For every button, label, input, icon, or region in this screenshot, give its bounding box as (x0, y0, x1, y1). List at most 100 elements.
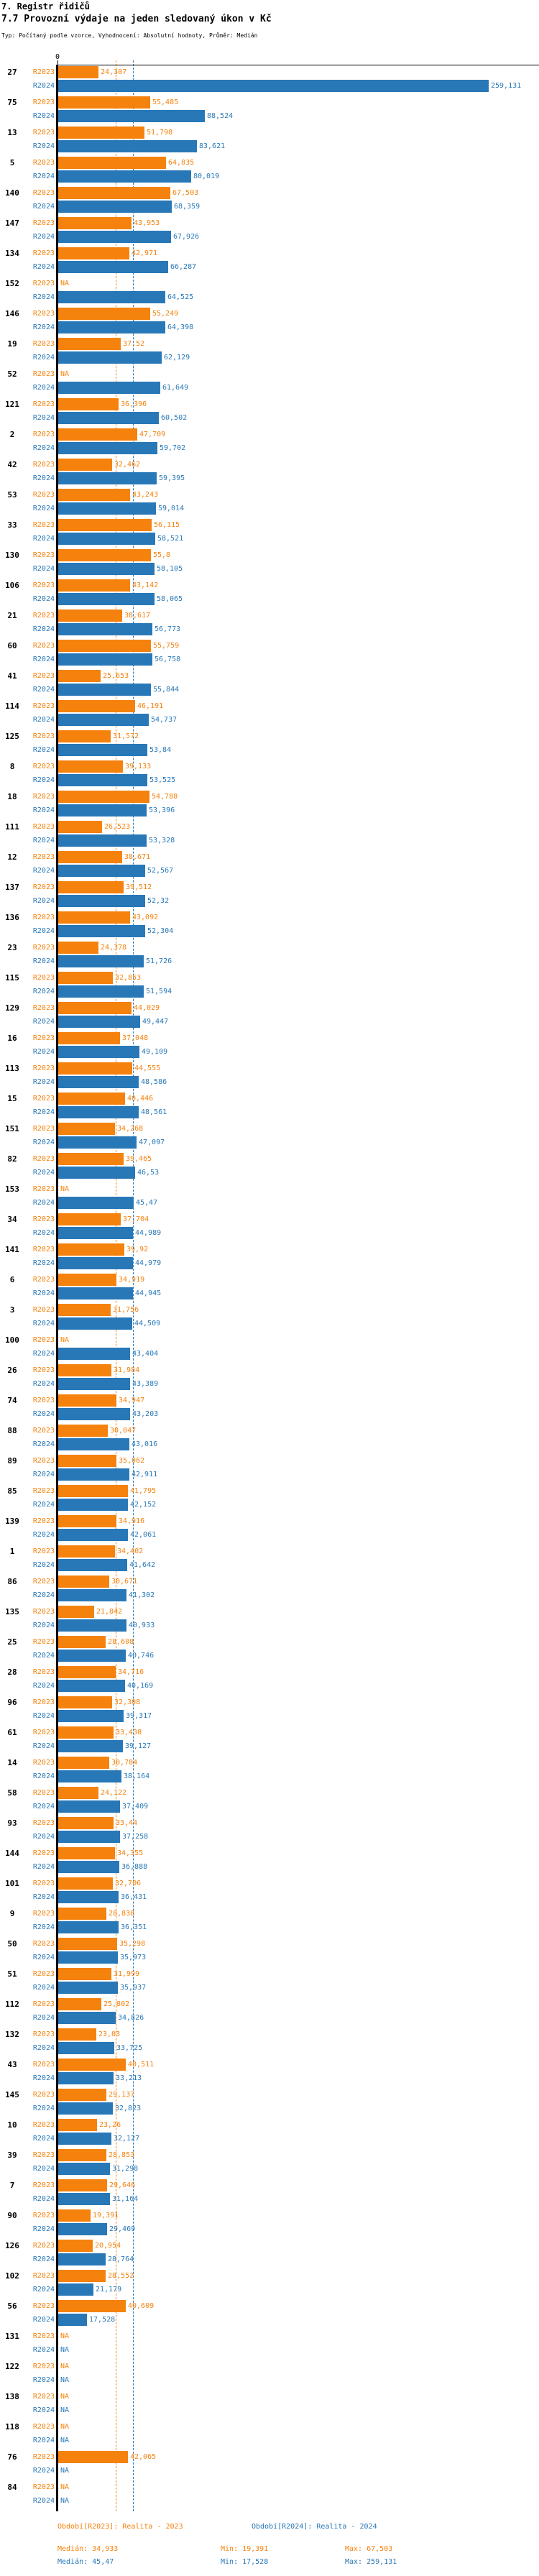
bar-value-label: 31,164 (112, 2195, 139, 2203)
bar-row-r2023: R2023 21,842 (0, 1606, 539, 1618)
bar-value-label: 43,243 (132, 491, 159, 499)
series-label-r2024: R2024 (32, 1078, 55, 1086)
chart-row-group: 39 R2023 28,853 R2024 31,298 (0, 2149, 539, 2179)
row-bar-pair: R2023 24,378 R2024 51,726 (0, 942, 539, 969)
bar (58, 1287, 133, 1300)
bar-row-r2023: R2023 44,029 (0, 1002, 539, 1014)
legend-max-2024: Max: 259,131 (345, 2558, 397, 2566)
series-label-r2023: R2023 (32, 1910, 55, 1918)
bar (58, 459, 112, 471)
bar-value-label: 43,389 (132, 1380, 159, 1388)
series-label-r2024: R2024 (32, 806, 55, 814)
bar-row-r2024: R2024 35,937 (0, 1982, 539, 1994)
row-id: 2 (9, 430, 15, 439)
bar (58, 1740, 123, 1752)
row-id: 129 (5, 1003, 19, 1013)
row-id: 16 (7, 1034, 17, 1043)
row-id: 151 (5, 1124, 19, 1133)
row-bar-pair: R2023 40,609 R2024 17,528 (0, 2300, 539, 2327)
series-label-r2023: R2023 (32, 1457, 55, 1465)
bar (58, 2072, 114, 2084)
bar-row-r2023: R2023 23,26 (0, 2119, 539, 2131)
chart-row-group: 9 R2023 28,838 R2024 36,351 (0, 1908, 539, 1938)
bar-value-label: 58,105 (157, 565, 183, 573)
bar (58, 1046, 139, 1058)
bar-value-label: 17,528 (89, 2316, 116, 2324)
page-title: 7. Registr řidičů (1, 1, 90, 12)
bar-row-r2023: R2023 34,402 (0, 1545, 539, 1558)
series-label-r2024: R2024 (32, 384, 55, 392)
bar-value-label: NA (60, 370, 70, 378)
bar (58, 1076, 139, 1088)
chart-row-group: 113 R2023 44,555 R2024 48,586 (0, 1062, 539, 1092)
bar (58, 1499, 128, 1511)
bar-row-r2023: R2023 20,954 (0, 2240, 539, 2252)
bar-row-r2023: R2023 NA (0, 1334, 539, 1346)
bar-value-label: 36,431 (121, 1893, 147, 1901)
bar-row-r2023: R2023 30,671 (0, 1576, 539, 1588)
bar-row-r2024: R2024 52,304 (0, 925, 539, 937)
row-bar-pair: R2023 55,759 R2024 56,758 (0, 640, 539, 667)
row-bar-pair: R2023 41,795 R2024 42,152 (0, 1485, 539, 1512)
row-id: 140 (5, 188, 19, 198)
bar (58, 549, 151, 561)
bar-row-r2024: R2024 55,844 (0, 684, 539, 696)
chart-row-group: 93 R2023 33,44 R2024 37,258 (0, 1817, 539, 1847)
bar-value-label: 56,758 (155, 656, 181, 663)
bar (58, 1153, 124, 1165)
row-id: 7 (9, 2181, 15, 2190)
bar-row-r2024: R2024 66,287 (0, 261, 539, 273)
chart-row-group: 27 R2023 24,307 R2024 259,131 (0, 66, 539, 96)
bar-value-label: 36,396 (121, 400, 147, 408)
bar-value-label: 40,446 (127, 1095, 154, 1103)
bar (58, 774, 147, 786)
bar (58, 2119, 97, 2131)
row-bar-pair: R2023 64,835 R2024 80,019 (0, 157, 539, 184)
bar (58, 472, 157, 484)
legend-period-2024: Období[R2024]: Realita - 2024 (252, 2523, 377, 2531)
series-label-r2023: R2023 (32, 642, 55, 650)
row-bar-pair: R2023 24,307 R2024 259,131 (0, 66, 539, 93)
bar-value-label: 48,561 (141, 1108, 167, 1116)
chart-row-group: 88 R2023 30,047 R2024 43,016 (0, 1425, 539, 1455)
bar (58, 1757, 109, 1769)
bar (58, 834, 147, 847)
series-label-r2024: R2024 (32, 957, 55, 965)
bar (58, 2451, 128, 2463)
series-label-r2023: R2023 (32, 1608, 55, 1616)
row-id: 10 (7, 2120, 17, 2130)
bar (58, 1800, 120, 1813)
series-label-r2024: R2024 (32, 1169, 55, 1177)
bar-row-r2024: R2024 21,179 (0, 2283, 539, 2296)
bar-row-r2024: R2024 34,826 (0, 2012, 539, 2024)
bar-row-r2024: R2024 53,84 (0, 744, 539, 756)
bar-value-label: 49,447 (142, 1018, 169, 1026)
bar-row-r2024: R2024 53,525 (0, 774, 539, 786)
bar-row-r2024: R2024 43,016 (0, 1438, 539, 1450)
series-label-r2024: R2024 (32, 1440, 55, 1448)
bar-row-r2024: R2024 41,302 (0, 1589, 539, 1601)
bar (58, 985, 144, 998)
bar-value-label: 52,32 (147, 897, 170, 905)
series-label-r2023: R2023 (32, 702, 55, 710)
chart-row-group: 137 R2023 39,512 R2024 52,32 (0, 881, 539, 911)
bar (58, 66, 98, 78)
row-bar-pair: R2023 51,798 R2024 83,621 (0, 126, 539, 154)
series-label-r2024: R2024 (32, 1259, 55, 1267)
series-label-r2024: R2024 (32, 2044, 55, 2052)
bar-row-r2024: R2024 29,469 (0, 2223, 539, 2235)
bar-row-r2024: R2024 42,061 (0, 1529, 539, 1541)
row-bar-pair: R2023 36,396 R2024 60,502 (0, 398, 539, 426)
bar-row-r2023: R2023 32,706 (0, 1877, 539, 1890)
bar-row-r2024: R2024 39,317 (0, 1710, 539, 1722)
bar-row-r2024: R2024 37,258 (0, 1831, 539, 1843)
bar-row-r2024: R2024 52,32 (0, 895, 539, 907)
bar-row-r2023: R2023 29,646 (0, 2179, 539, 2191)
bar-value-label: 64,835 (168, 159, 195, 167)
series-label-r2024: R2024 (32, 686, 55, 694)
row-bar-pair: R2023 21,842 R2024 40,933 (0, 1606, 539, 1633)
series-label-r2023: R2023 (32, 974, 55, 982)
series-label-r2024: R2024 (32, 1048, 55, 1056)
series-label-r2023: R2023 (32, 1215, 55, 1223)
row-id: 8 (9, 762, 15, 771)
